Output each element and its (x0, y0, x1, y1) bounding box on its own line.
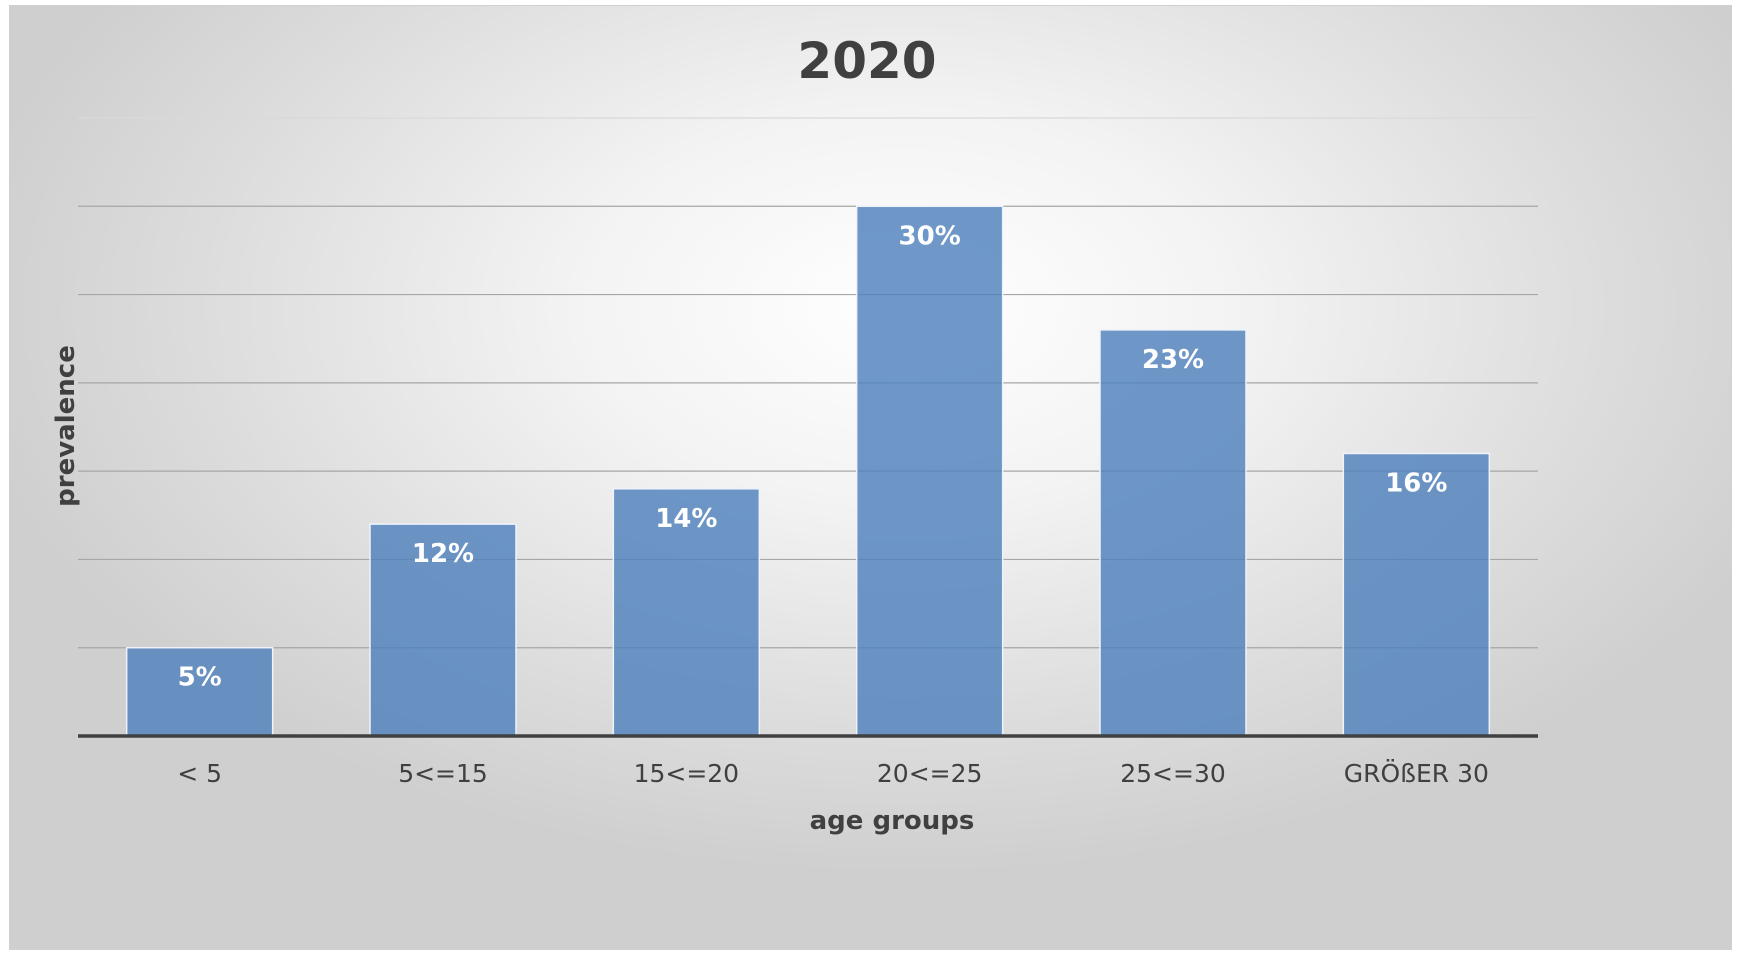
data-label-5: 16% (1385, 468, 1447, 498)
x-tick-label-5: GRÖßER 30 (1344, 759, 1489, 788)
x-tick-label-0: < 5 (177, 759, 222, 788)
bar-chart: 2020 5% 12% 14% 30% 23% 16% < 5 5<=15 15<=20 20<… (51, 32, 1538, 836)
data-label-3: 30% (899, 221, 961, 251)
bar-1 (369, 523, 517, 737)
bar-4 (1099, 329, 1247, 737)
gridlines (78, 117, 1538, 649)
data-labels: 5% 12% 14% 30% 23% 16% (178, 221, 1448, 692)
x-axis-title: age groups (810, 806, 975, 836)
bar-3 (855, 205, 1004, 737)
bar-2 (612, 488, 761, 737)
x-tick-label-2: 15<=20 (634, 759, 740, 788)
x-tick-label-3: 20<=25 (877, 759, 983, 788)
x-tick-label-4: 25<=30 (1120, 759, 1226, 788)
data-label-0: 5% (178, 663, 222, 693)
chart-title: 2020 (797, 32, 936, 90)
data-label-2: 14% (655, 504, 717, 534)
bar-5 (1342, 452, 1491, 737)
x-tick-label-1: 5<=15 (398, 759, 488, 788)
x-tick-labels: < 5 5<=15 15<=20 20<=25 25<=30 GRÖßER 30 (177, 759, 1489, 788)
data-label-1: 12% (412, 539, 474, 569)
bars (125, 205, 1491, 737)
y-axis-title: prevalence (51, 345, 81, 507)
chart-area: 2020 5% 12% 14% 30% 23% 16% < 5 5<=15 15<=20 20<… (9, 5, 1732, 950)
data-label-4: 23% (1142, 345, 1204, 375)
